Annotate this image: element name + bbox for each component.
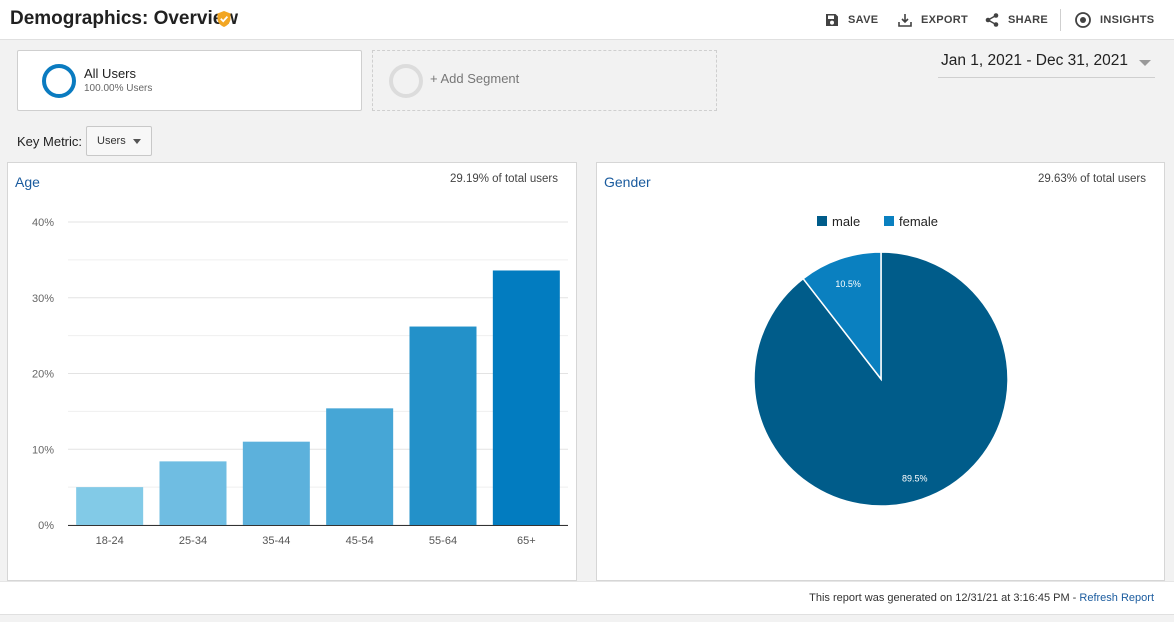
x-tick-label: 25-34 bbox=[179, 535, 207, 547]
key-metric-select[interactable]: Users bbox=[86, 126, 152, 156]
pie-slice-label: 89.5% bbox=[902, 474, 928, 484]
age-bar[interactable] bbox=[242, 441, 310, 525]
toolbar-divider bbox=[1060, 9, 1061, 31]
gender-panel: Gender 29.63% of total users male female 8… bbox=[596, 162, 1165, 581]
insights-label: INSIGHTS bbox=[1100, 14, 1155, 26]
x-tick-label: 55-64 bbox=[429, 535, 457, 547]
key-metric-label: Key Metric: bbox=[17, 134, 83, 149]
key-metric-caret-icon bbox=[133, 139, 141, 144]
footer-text: This report was generated on 12/31/21 at… bbox=[809, 592, 1154, 604]
insights-button[interactable]: INSIGHTS bbox=[1074, 11, 1154, 29]
x-tick-label: 45-54 bbox=[346, 535, 374, 547]
age-bar-chart: 0% 10% 20% 30% 40% 18-24 25-34 35-44 45-54 55-64 6… bbox=[32, 217, 568, 547]
y-tick-label: 20% bbox=[32, 369, 54, 381]
segment-ring-icon bbox=[42, 64, 76, 98]
key-metric-value: Users bbox=[97, 135, 126, 147]
age-panel-title: Age bbox=[15, 174, 40, 190]
date-range-caret-icon bbox=[1139, 60, 1151, 66]
segment-all-users[interactable]: All Users 100.00% Users bbox=[17, 50, 362, 111]
generated-time-text: This report was generated on 12/31/21 at… bbox=[809, 592, 1080, 604]
share-button[interactable]: SHARE bbox=[984, 11, 1048, 29]
age-share-text: 29.19% of total users bbox=[449, 173, 558, 185]
report-content: All Users 100.00% Users + Add Segment Ja… bbox=[0, 40, 1174, 622]
legend-label: male bbox=[832, 214, 860, 229]
export-button[interactable]: EXPORT bbox=[897, 11, 968, 29]
age-bar[interactable] bbox=[159, 461, 227, 525]
date-range-selector[interactable]: Jan 1, 2021 - Dec 31, 2021 bbox=[938, 52, 1155, 78]
report-footer: This report was generated on 12/31/21 at… bbox=[0, 581, 1174, 615]
gender-legend: male female bbox=[817, 214, 938, 229]
verified-badge-icon bbox=[217, 11, 231, 27]
legend-label: female bbox=[899, 214, 938, 229]
pie-slice-label: 10.5% bbox=[835, 279, 861, 289]
save-icon bbox=[826, 14, 838, 26]
save-button[interactable]: SAVE bbox=[824, 11, 878, 29]
y-tick-label: 0% bbox=[38, 520, 54, 532]
gender-panel-title: Gender bbox=[604, 174, 651, 190]
x-tick-label: 65+ bbox=[517, 535, 536, 547]
export-icon bbox=[898, 14, 912, 27]
age-bar[interactable] bbox=[76, 487, 144, 525]
x-tick-label: 35-44 bbox=[262, 535, 290, 547]
date-range-text: Jan 1, 2021 - Dec 31, 2021 bbox=[941, 52, 1128, 69]
share-icon bbox=[985, 13, 999, 27]
add-segment-button[interactable]: + Add Segment bbox=[372, 50, 717, 111]
y-tick-label: 10% bbox=[32, 444, 54, 456]
gender-share-text: 29.63% of total users bbox=[1037, 173, 1146, 185]
y-tick-label: 40% bbox=[32, 217, 54, 229]
report-header: Demographics: Overview SAVE EXPORT SHARE bbox=[0, 0, 1174, 40]
segment-name: All Users bbox=[84, 66, 137, 81]
empty-segment-ring-icon bbox=[389, 64, 423, 98]
age-panel: Age 29.19% of total users 0% 10% 20% 30% 40%… bbox=[7, 162, 577, 581]
add-segment-label: + Add Segment bbox=[430, 71, 520, 86]
refresh-report-link[interactable]: Refresh Report bbox=[1079, 592, 1154, 604]
share-label: SHARE bbox=[1008, 14, 1049, 26]
y-tick-label: 30% bbox=[32, 293, 54, 305]
gender-pie-chart: male female 89.5% 10.5% bbox=[753, 214, 1009, 507]
legend-swatch bbox=[884, 216, 894, 226]
legend-swatch bbox=[817, 216, 827, 226]
age-bar[interactable] bbox=[492, 270, 560, 525]
insights-icon bbox=[1075, 12, 1091, 28]
save-label: SAVE bbox=[848, 14, 879, 26]
pie-slice-female[interactable] bbox=[802, 251, 882, 382]
page-title: Demographics: Overview bbox=[10, 8, 239, 29]
age-bar[interactable] bbox=[326, 408, 394, 525]
export-label: EXPORT bbox=[921, 14, 969, 26]
x-tick-label: 18-24 bbox=[96, 535, 124, 547]
age-bar[interactable] bbox=[409, 326, 477, 525]
segment-percent: 100.00% Users bbox=[84, 83, 153, 94]
